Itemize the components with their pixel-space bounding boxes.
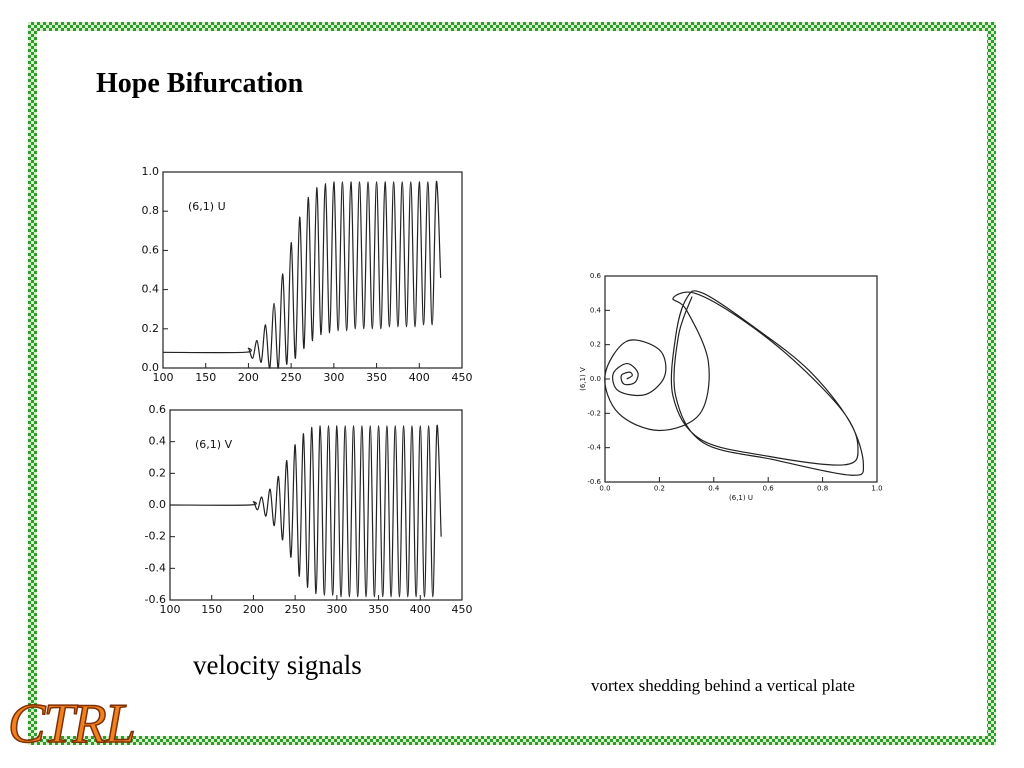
x-tick-label: 0.0 bbox=[599, 484, 610, 492]
x-tick-label: 250 bbox=[285, 603, 306, 616]
x-tick-label: 150 bbox=[195, 371, 216, 384]
x-tick-label: 0.2 bbox=[654, 484, 665, 492]
y-tick-label: 0.0 bbox=[142, 361, 160, 374]
y-tick-label: -0.6 bbox=[587, 478, 601, 486]
data-line bbox=[169, 424, 442, 598]
y-tick-label: -0.2 bbox=[145, 530, 166, 543]
x-tick-label: 1.0 bbox=[871, 484, 882, 492]
y-tick-label: 0.6 bbox=[590, 272, 602, 280]
y-tick-label: 0.2 bbox=[142, 322, 160, 335]
x-tick-label: 450 bbox=[452, 603, 473, 616]
x-axis-label: (6,1) U bbox=[729, 494, 753, 502]
logo: CTRL bbox=[7, 692, 136, 756]
y-tick-label: 0.0 bbox=[590, 375, 601, 383]
y-tick-label: 0.8 bbox=[142, 204, 160, 217]
y-tick-label: -0.2 bbox=[587, 409, 601, 417]
plot-frame bbox=[162, 171, 463, 369]
x-tick-label: 150 bbox=[201, 603, 222, 616]
x-tick-label: 300 bbox=[323, 371, 344, 384]
x-tick-label: 100 bbox=[153, 371, 174, 384]
data-line bbox=[162, 181, 442, 369]
y-tick-label: 0.4 bbox=[590, 306, 602, 314]
x-tick-label: 100 bbox=[160, 603, 181, 616]
x-tick-label: 450 bbox=[452, 371, 473, 384]
y-tick-label: 0.0 bbox=[149, 498, 167, 511]
y-tick-label: 0.6 bbox=[149, 403, 167, 416]
x-tick-label: 0.8 bbox=[817, 484, 828, 492]
slide-title: Hope Bifurcation bbox=[96, 68, 304, 99]
y-tick-label: 1.0 bbox=[142, 165, 160, 178]
x-tick-label: 200 bbox=[238, 371, 259, 384]
x-tick-label: 400 bbox=[410, 603, 431, 616]
caption: vortex shedding behind a vertical plate bbox=[591, 676, 855, 695]
x-tick-label: 250 bbox=[281, 371, 302, 384]
x-tick-label: 400 bbox=[409, 371, 430, 384]
plot-annotation: (6,1) U bbox=[188, 200, 226, 213]
x-tick-label: 300 bbox=[326, 603, 347, 616]
data-line bbox=[604, 290, 865, 476]
x-tick-label: 0.6 bbox=[763, 484, 775, 492]
slide-border bbox=[28, 22, 996, 745]
caption: velocity signals bbox=[193, 650, 362, 680]
y-tick-label: 0.2 bbox=[149, 466, 167, 479]
plot-annotation: (6,1) V bbox=[195, 438, 233, 451]
y-tick-label: -0.4 bbox=[145, 561, 166, 574]
y-tick-label: -0.4 bbox=[587, 444, 601, 452]
y-tick-label: 0.4 bbox=[149, 435, 167, 448]
x-tick-label: 350 bbox=[366, 371, 387, 384]
x-tick-label: 200 bbox=[243, 603, 264, 616]
y-tick-label: -0.6 bbox=[145, 593, 166, 606]
y-tick-label: 0.4 bbox=[142, 283, 160, 296]
y-tick-label: 0.6 bbox=[142, 243, 160, 256]
y-axis-label: (6,1) V bbox=[579, 367, 587, 391]
x-tick-label: 0.4 bbox=[708, 484, 720, 492]
slide-area bbox=[37, 31, 987, 736]
x-tick-label: 350 bbox=[368, 603, 389, 616]
y-tick-label: 0.2 bbox=[590, 341, 601, 349]
